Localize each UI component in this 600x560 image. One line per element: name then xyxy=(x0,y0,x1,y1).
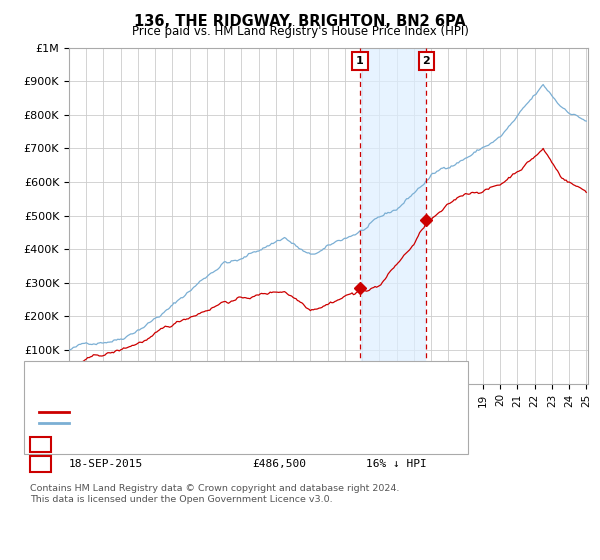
Text: 2: 2 xyxy=(37,459,44,469)
Text: 2: 2 xyxy=(422,56,430,66)
Text: 136, THE RIDGWAY, BRIGHTON, BN2 6PA (detached house): 136, THE RIDGWAY, BRIGHTON, BN2 6PA (det… xyxy=(75,407,382,417)
Text: 1: 1 xyxy=(356,56,364,66)
Text: 18-SEP-2015: 18-SEP-2015 xyxy=(69,459,143,469)
Text: Contains HM Land Registry data © Crown copyright and database right 2024.
This d: Contains HM Land Registry data © Crown c… xyxy=(30,484,400,504)
Text: 18-NOV-2011: 18-NOV-2011 xyxy=(69,440,143,450)
Text: 1: 1 xyxy=(37,440,44,450)
Text: £285,000: £285,000 xyxy=(252,440,306,450)
Text: 35% ↓ HPI: 35% ↓ HPI xyxy=(366,440,427,450)
Text: £486,500: £486,500 xyxy=(252,459,306,469)
Text: 16% ↓ HPI: 16% ↓ HPI xyxy=(366,459,427,469)
Text: HPI: Average price, detached house, Brighton and Hove: HPI: Average price, detached house, Brig… xyxy=(75,418,365,428)
Text: 136, THE RIDGWAY, BRIGHTON, BN2 6PA: 136, THE RIDGWAY, BRIGHTON, BN2 6PA xyxy=(134,14,466,29)
Text: Price paid vs. HM Land Registry's House Price Index (HPI): Price paid vs. HM Land Registry's House … xyxy=(131,25,469,38)
